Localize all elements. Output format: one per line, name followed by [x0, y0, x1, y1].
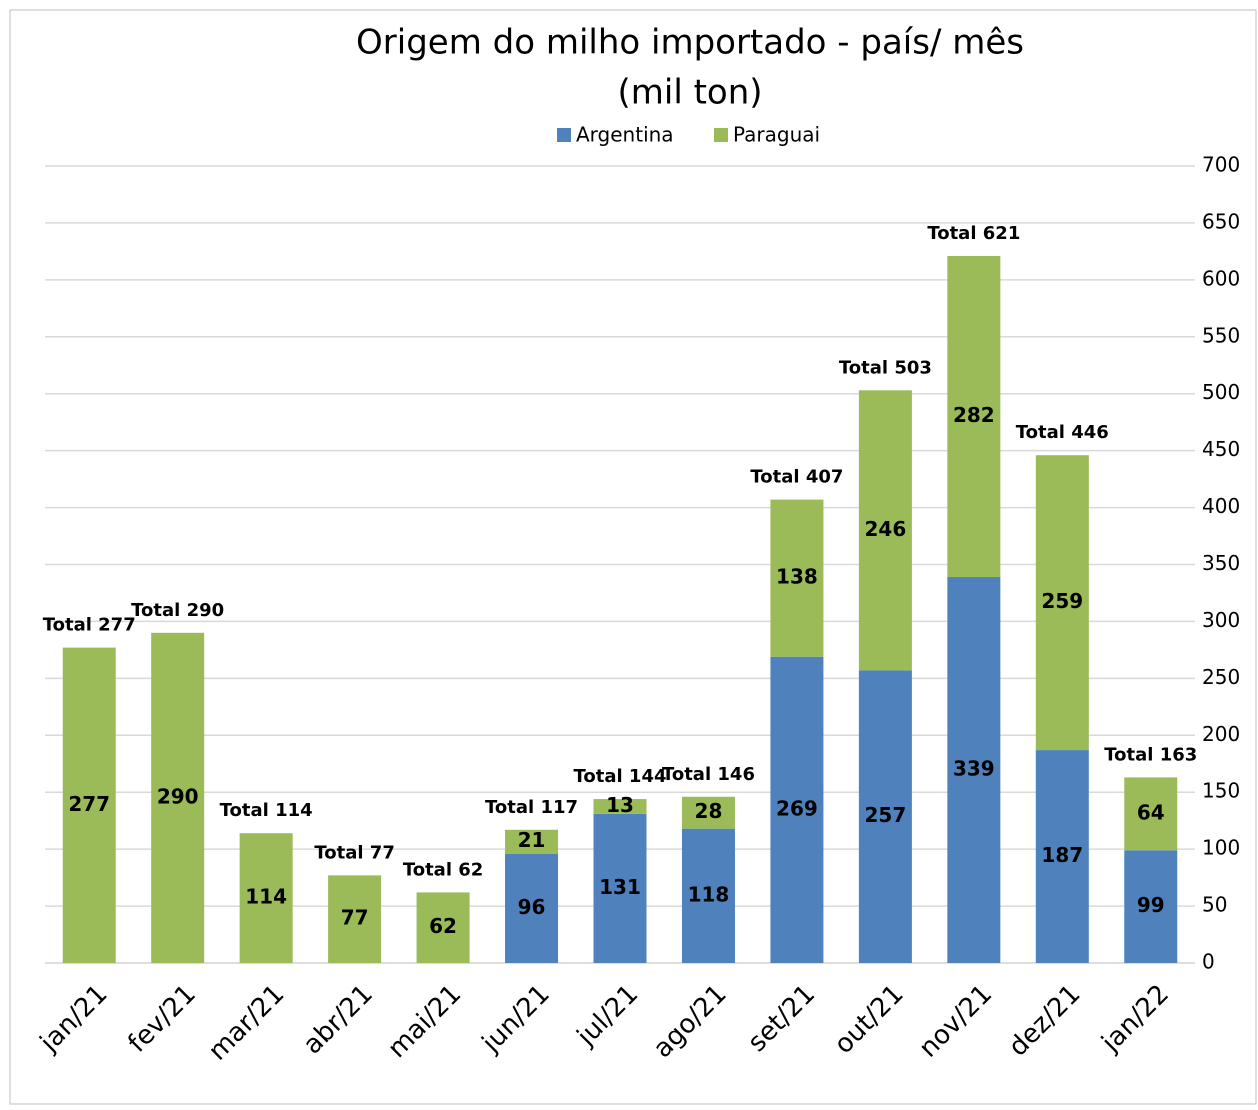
total-label: Total 77	[314, 842, 395, 863]
total-label: Total 62	[403, 859, 484, 880]
y-tick-label: 100	[1202, 836, 1240, 860]
bar-segment	[947, 577, 1001, 963]
data-label: 277	[68, 792, 110, 816]
y-tick-label: 0	[1202, 950, 1215, 974]
data-label: 131	[599, 875, 641, 899]
y-tick-label: 550	[1202, 323, 1240, 347]
legend-label: Paraguai	[733, 123, 820, 147]
data-label: 269	[776, 796, 818, 820]
legend-swatch	[714, 128, 728, 142]
data-label: 64	[1137, 800, 1165, 824]
bar-segment	[239, 833, 293, 963]
legend-label: Argentina	[576, 123, 674, 147]
y-tick-label: 350	[1202, 551, 1240, 575]
data-label: 339	[953, 757, 995, 781]
bar-segment	[1124, 777, 1178, 851]
y-tick-label: 600	[1202, 266, 1240, 290]
total-label: Total 290	[131, 600, 224, 621]
data-label: 138	[776, 565, 818, 589]
bar-segment	[681, 828, 735, 963]
data-label: 62	[429, 914, 457, 938]
data-label: 290	[157, 784, 199, 808]
total-label: Total 146	[662, 764, 755, 785]
y-tick-label: 300	[1202, 608, 1240, 632]
total-label: Total 114	[220, 800, 313, 821]
data-label: 28	[695, 799, 723, 823]
total-label: Total 144	[573, 766, 666, 787]
data-label: 114	[245, 885, 287, 909]
data-label: 282	[953, 403, 995, 427]
bar-segment	[681, 796, 735, 829]
total-label: Total 277	[43, 615, 136, 636]
bar-segment	[62, 647, 116, 963]
bar-segment	[505, 829, 559, 854]
bar-segment	[858, 670, 912, 963]
bar-segment	[505, 853, 559, 963]
bar-segment	[151, 632, 205, 963]
bar-segment	[947, 255, 1001, 578]
legend-swatch	[557, 128, 571, 142]
data-label: 77	[341, 906, 369, 930]
y-tick-label: 150	[1202, 779, 1240, 803]
data-label: 21	[518, 828, 546, 852]
total-label: Total 621	[927, 223, 1020, 244]
y-tick-label: 700	[1202, 153, 1240, 177]
total-label: Total 117	[485, 797, 578, 818]
bar-segment	[1124, 850, 1178, 963]
y-tick-label: 250	[1202, 665, 1240, 689]
data-label: 118	[688, 882, 730, 906]
total-label: Total 407	[750, 467, 843, 488]
y-tick-label: 400	[1202, 494, 1240, 518]
bar-segment	[1035, 750, 1089, 963]
bar-segment	[328, 875, 382, 963]
bar-segment	[1035, 455, 1089, 751]
data-label: 187	[1041, 843, 1083, 867]
data-label: 246	[865, 517, 907, 541]
total-label: Total 446	[1016, 422, 1109, 443]
data-label: 13	[606, 793, 634, 817]
chart-subtitle: (mil ton)	[617, 73, 762, 113]
data-label: 259	[1041, 589, 1083, 613]
total-label: Total 503	[839, 357, 932, 378]
y-tick-label: 500	[1202, 380, 1240, 404]
bar-segment	[770, 656, 824, 963]
data-label: 257	[865, 803, 907, 827]
chart-title: Origem do milho importado - país/ mês	[356, 23, 1024, 63]
bar-segment	[593, 799, 647, 814]
total-label: Total 163	[1104, 744, 1197, 765]
y-tick-label: 200	[1202, 722, 1240, 746]
y-tick-label: 450	[1202, 437, 1240, 461]
y-tick-label: 50	[1202, 893, 1227, 917]
bar-segment	[416, 892, 470, 963]
bar-segment	[858, 390, 912, 671]
bar-segment	[770, 499, 824, 657]
y-tick-label: 650	[1202, 209, 1240, 233]
bar-segment	[593, 813, 647, 963]
data-label: 99	[1137, 893, 1165, 917]
data-label: 96	[518, 895, 546, 919]
